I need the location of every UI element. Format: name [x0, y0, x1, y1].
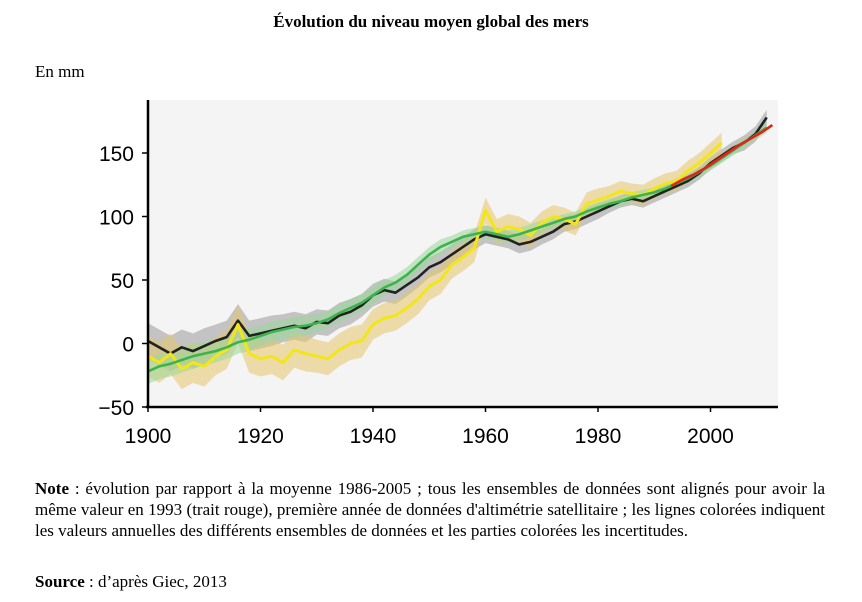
note-paragraph: Note : évolution par rapport à la moyenn… — [35, 478, 825, 541]
source-line: Source : d’après Giec, 2013 — [35, 572, 227, 592]
x-tick-label: 1940 — [350, 425, 397, 448]
note-text: : évolution par rapport à la moyenne 198… — [35, 479, 825, 540]
y-tick-label: −50 — [98, 397, 134, 420]
note-label: Note — [35, 479, 69, 498]
series-red-line — [670, 123, 774, 188]
sea-level-chart: 1900 1920 1940 1960 1980 2000 −50 0 50 100 150 — [98, 100, 778, 448]
source-text: : d’après Giec, 2013 — [84, 572, 227, 591]
series-green-uncertainty-band — [148, 122, 767, 385]
y-ticks: −50 0 50 100 150 — [98, 143, 148, 420]
series-green-line — [147, 126, 768, 373]
x-tick-label: 2000 — [687, 425, 734, 448]
x-tick-label: 1920 — [237, 425, 284, 448]
y-tick-label: 150 — [99, 143, 134, 166]
series-black-line — [147, 116, 768, 355]
y-tick-label: 50 — [111, 270, 134, 293]
source-label: Source — [35, 572, 85, 591]
series-lines — [147, 116, 774, 373]
x-tick-label: 1980 — [575, 425, 622, 448]
series-yellow-line — [147, 141, 723, 371]
chart-title: Évolution du niveau moyen global des mer… — [273, 12, 589, 31]
y-unit-label: En mm — [35, 62, 85, 81]
x-tick-label: 1960 — [462, 425, 509, 448]
x-ticks: 1900 1920 1940 1960 1980 2000 — [125, 407, 734, 448]
x-tick-label: 1900 — [125, 425, 172, 448]
y-tick-label: 100 — [99, 207, 134, 230]
y-tick-label: 0 — [122, 334, 134, 357]
